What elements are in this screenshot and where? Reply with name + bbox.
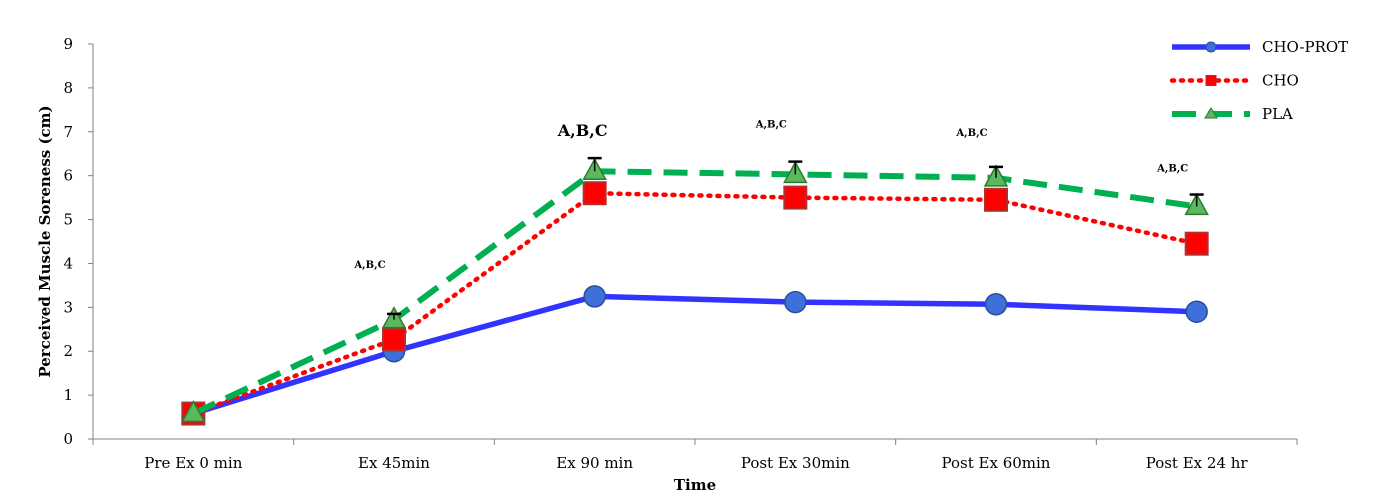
x-tick-label: Post Ex 30min: [741, 454, 850, 472]
axes: 0 1 2 3 4 5 6 7 8 9 Pre Ex 0 min Ex 45min Ex 90 min…: [63, 35, 1298, 472]
series-line: [192, 168, 1198, 417]
data-point: [1185, 300, 1208, 323]
y-tick-label: 4: [63, 254, 73, 272]
legend-label: PLA: [1262, 105, 1293, 123]
error-bars: [387, 156, 1204, 320]
data-point: [582, 181, 607, 206]
data-point: [984, 293, 1008, 316]
significance-label: A,B,C: [1156, 163, 1188, 174]
legend-swatch-marker: [1205, 75, 1217, 86]
series-cho-prot: [182, 285, 1208, 425]
legend-label: CHO-PROT: [1262, 38, 1348, 56]
significance-label: A,B,C: [353, 260, 385, 271]
significance-label: A,B,C: [557, 121, 608, 140]
y-tick-label: 1: [63, 386, 73, 404]
series-layer: [181, 157, 1209, 426]
data-point: [583, 285, 606, 308]
legend-label: CHO: [1262, 72, 1299, 90]
data-point: [181, 399, 206, 423]
x-tick-label: Pre Ex 0 min: [144, 454, 242, 472]
data-point: [984, 187, 1008, 212]
series-cho: [181, 181, 1209, 426]
y-tick-label: 0: [63, 430, 73, 448]
annotations: A,B,C A,B,C A,B,C A,B,C A,B,C: [353, 119, 1188, 270]
y-tick-label: 7: [63, 123, 73, 141]
y-tick-label: 9: [63, 35, 73, 53]
data-point: [784, 290, 807, 314]
data-point: [1184, 231, 1209, 256]
y-tick-label: 3: [63, 298, 73, 316]
legend-swatch-marker: [1205, 41, 1217, 53]
y-axis-title: Perceived Muscle Soreness (cm): [36, 105, 54, 377]
y-tick-label: 6: [63, 167, 73, 185]
significance-label: A,B,C: [755, 119, 787, 130]
significance-label: A,B,C: [955, 128, 987, 139]
y-tick-label: 5: [63, 211, 73, 229]
y-ticks: 0 1 2 3 4 5 6 7 8 9: [63, 35, 93, 448]
series-pla: [181, 157, 1209, 423]
legend-swatch-marker: [1204, 107, 1218, 119]
legend-item-cho-prot: CHO-PROT: [1172, 38, 1348, 56]
legend-item-cho: CHO: [1169, 72, 1299, 90]
y-tick-label: 2: [63, 342, 73, 360]
y-tick-label: 8: [63, 79, 73, 97]
legend: CHO-PROT CHO PLA: [1169, 38, 1348, 123]
x-tick-label: Ex 45min: [358, 454, 430, 472]
x-tick-label: Post Ex 60min: [942, 454, 1051, 472]
data-point: [783, 185, 808, 210]
legend-item-pla: PLA: [1172, 105, 1293, 123]
x-tick-label: Post Ex 24 hr: [1146, 454, 1249, 472]
data-point: [382, 327, 406, 352]
x-ticks: Pre Ex 0 min Ex 45min Ex 90 min Post Ex 30m…: [92, 439, 1298, 472]
x-axis-title: Time: [674, 476, 716, 494]
series-line: [191, 190, 1199, 416]
series-line: [192, 293, 1197, 417]
x-tick-label: Ex 90 min: [556, 454, 633, 472]
